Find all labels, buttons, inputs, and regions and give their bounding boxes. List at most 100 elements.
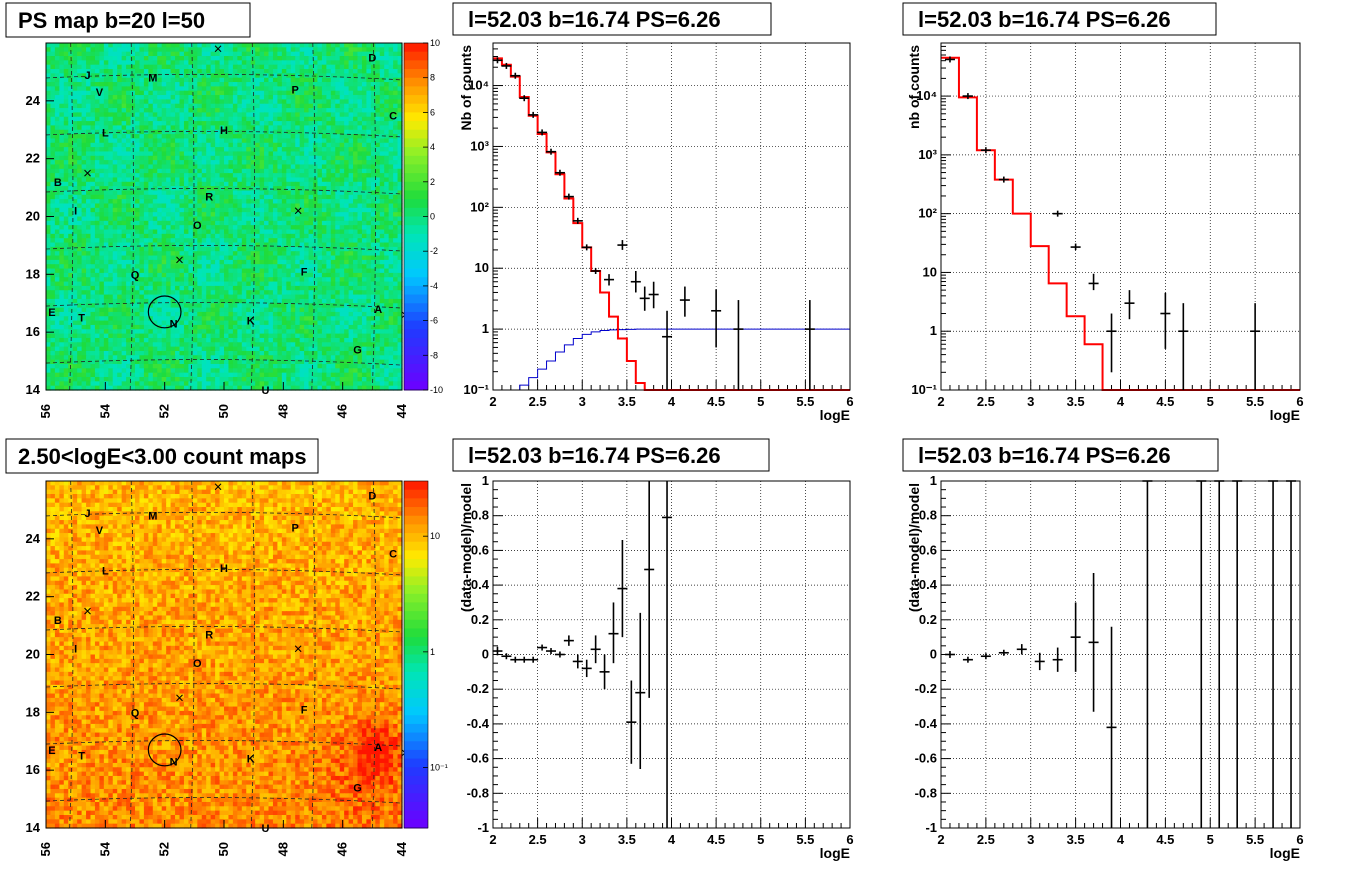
ps-map-cell	[90, 64, 96, 70]
ps-map-cell	[224, 268, 230, 274]
ps-map-cell	[197, 77, 203, 83]
ps-map-cell	[63, 216, 69, 222]
ps-map-cell	[148, 90, 154, 96]
ps-map-cell	[179, 77, 185, 83]
ps-map-cell	[108, 121, 114, 127]
ps-map-cell	[197, 246, 203, 252]
ps-map-cell	[81, 168, 87, 174]
ps-map-cell	[72, 242, 78, 248]
ps-map-cell	[250, 43, 256, 48]
ps-map-cell	[94, 181, 100, 187]
ps-map-cell	[183, 155, 189, 161]
ps-map-cell	[304, 281, 310, 287]
ps-map-cell	[228, 73, 234, 79]
ps-map-cell	[157, 134, 163, 140]
ps-map-cell	[108, 77, 114, 83]
ps-map-cell	[175, 142, 181, 148]
ps-map-cell	[192, 47, 198, 53]
ps-map-cell	[237, 134, 243, 140]
ps-map-cell	[215, 220, 221, 226]
ps-map-cell	[59, 242, 65, 248]
ps-map-cell	[313, 307, 319, 313]
ps-map-cell	[308, 277, 314, 283]
ps-map-cell	[370, 47, 376, 53]
ps-map-cell	[68, 164, 74, 170]
ps-map-cell	[210, 99, 216, 105]
ps-map-cell	[201, 69, 207, 74]
ps-map-cell	[259, 190, 265, 196]
ps-map-cell	[353, 268, 359, 274]
ps-map-cell	[68, 177, 74, 183]
ps-map-cell	[388, 138, 394, 144]
ps-map-cell	[317, 277, 323, 283]
ps-map-cell	[188, 199, 194, 205]
ps-map-cell	[112, 164, 118, 170]
ps-map-cell	[179, 216, 185, 222]
ps-map-cell	[215, 233, 221, 239]
ps-map-cell	[384, 277, 390, 283]
ps-map-cell	[348, 147, 354, 153]
ps-map-cell	[246, 303, 252, 309]
ps-map-cell	[304, 147, 310, 153]
ps-map-cell	[313, 277, 319, 283]
ps-map-cell	[112, 125, 118, 131]
ps-map-cell	[388, 155, 394, 161]
ps-map-cell	[59, 147, 65, 153]
ps-map-cell	[339, 112, 345, 118]
ps-map-cell	[152, 60, 158, 66]
ps-map-cell	[241, 134, 247, 140]
ps-map-cell	[361, 125, 367, 131]
ps-map-cell	[46, 220, 52, 226]
ps-map-cell	[228, 212, 234, 218]
ps-map-cell	[353, 47, 359, 53]
ps-map-cell	[215, 216, 221, 222]
ps-map-cell	[152, 77, 158, 83]
ps-map-cell	[46, 268, 52, 274]
ps-map-cell	[166, 242, 172, 248]
ps-map-cell	[272, 238, 278, 244]
ps-map-cell	[63, 294, 69, 300]
ps-map-cell	[232, 82, 238, 87]
ps-map-cell	[210, 108, 216, 113]
ps-map-cell	[237, 181, 243, 187]
ps-map-cell	[170, 60, 176, 66]
ps-map-cell	[335, 285, 341, 291]
ps-map-cell	[313, 121, 319, 127]
ps-map-cell	[99, 173, 105, 179]
ps-map-cell	[152, 255, 158, 261]
ps-map-cell	[72, 251, 78, 257]
ps-map-cell	[339, 95, 345, 100]
ps-map-cell	[246, 125, 252, 131]
ps-map-cell	[299, 203, 305, 209]
ps-map-cell	[215, 43, 221, 48]
ps-map-cell	[393, 238, 399, 244]
ps-map-cell	[366, 51, 372, 57]
ps-map-cell	[152, 294, 158, 300]
ps-map-cell	[299, 229, 305, 235]
ps-map-cell	[192, 307, 198, 313]
ps-map-cell	[304, 190, 310, 196]
ps-map-cell	[170, 43, 176, 48]
ps-map-cell	[166, 116, 172, 122]
ps-map-cell	[175, 168, 181, 174]
ps-map-cell	[94, 194, 100, 200]
ps-map-cell	[206, 151, 212, 157]
ps-map-cell	[224, 121, 230, 127]
ps-map-cell	[335, 290, 341, 296]
ps-map-cell	[188, 56, 194, 61]
ps-map-cell	[241, 43, 247, 48]
ps-map-cell	[313, 255, 319, 261]
ps-map-cell	[317, 268, 323, 274]
ps-map-cell	[228, 90, 234, 96]
ps-map-cell	[272, 251, 278, 257]
ps-map-cell	[255, 129, 261, 135]
ps-map-cell	[228, 147, 234, 153]
ps-map-cell	[313, 155, 319, 161]
ps-map-cell	[143, 86, 149, 92]
ps-map-cell	[272, 60, 278, 66]
ps-map-cell	[201, 259, 207, 265]
ps-map-cell	[188, 147, 194, 153]
ps-map-cell	[344, 108, 350, 113]
ps-map-cell	[94, 285, 100, 291]
ps-map-cell	[228, 47, 234, 53]
